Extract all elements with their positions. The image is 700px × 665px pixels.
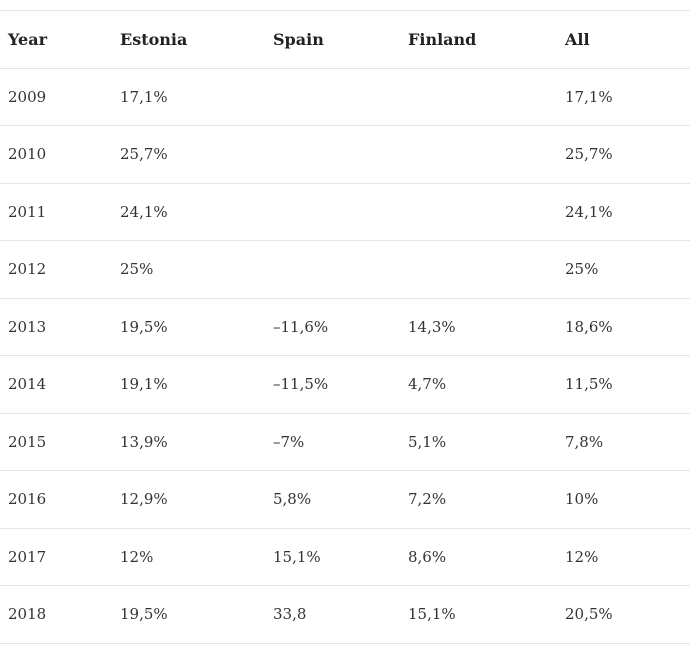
cell-estonia: 17,1%: [120, 87, 168, 106]
cell-all: 25,7%: [565, 145, 613, 164]
table-row: 2014 19,1% –11,5% 4,7% 11,5%: [0, 356, 690, 414]
cell-estonia: 25%: [120, 260, 154, 279]
cell-spain: 5,8%: [273, 490, 312, 509]
cell-spain: –11,6%: [273, 317, 329, 336]
cell-all: 10%: [565, 490, 599, 509]
cell-finland: 5,1%: [408, 432, 447, 451]
header-year: Year: [8, 29, 48, 49]
cell-year: 2018: [8, 605, 47, 624]
table-row: 2009 17,1% 17,1%: [0, 69, 690, 126]
table-header-row: Year Estonia Spain Finland All: [0, 11, 690, 69]
cell-all: 24,1%: [565, 202, 613, 221]
cell-all: 7,8%: [565, 432, 604, 451]
cell-all: 18,6%: [565, 317, 613, 336]
table-row: 2013 19,5% –11,6% 14,3% 18,6%: [0, 299, 690, 356]
cell-year: 2014: [8, 375, 47, 394]
cell-spain: 33,8: [273, 605, 307, 624]
cell-spain: 15,1%: [273, 547, 321, 566]
cell-finland: 14,3%: [408, 317, 456, 336]
cell-year: 2017: [8, 547, 47, 566]
header-all: All: [565, 29, 590, 49]
cell-all: 20,5%: [565, 605, 613, 624]
cell-estonia: 24,1%: [120, 202, 168, 221]
cell-all: 17,1%: [565, 87, 613, 106]
cell-year: 2010: [8, 145, 47, 164]
cell-estonia: 19,5%: [120, 317, 168, 336]
cell-estonia: 12,9%: [120, 490, 168, 509]
header-estonia: Estonia: [120, 29, 188, 49]
cell-year: 2012: [8, 260, 47, 279]
cell-estonia: 12%: [120, 547, 154, 566]
cell-all: 11,5%: [565, 375, 613, 394]
cell-finland: 7,2%: [408, 490, 447, 509]
table-row: 2012 25% 25%: [0, 241, 690, 299]
table-row: 2011 24,1% 24,1%: [0, 184, 690, 241]
cell-year: 2013: [8, 317, 47, 336]
cell-spain: –7%: [273, 432, 305, 451]
cell-estonia: 25,7%: [120, 145, 168, 164]
data-table: Year Estonia Spain Finland All 2009 17,1…: [0, 10, 690, 644]
cell-estonia: 19,1%: [120, 375, 168, 394]
cell-all: 25%: [565, 260, 599, 279]
cell-finland: 8,6%: [408, 547, 447, 566]
cell-finland: 15,1%: [408, 605, 456, 624]
cell-all: 12%: [565, 547, 599, 566]
table-row: 2018 19,5% 33,8 15,1% 20,5%: [0, 586, 690, 644]
cell-finland: 4,7%: [408, 375, 447, 394]
cell-estonia: 19,5%: [120, 605, 168, 624]
table-row: 2010 25,7% 25,7%: [0, 126, 690, 184]
cell-estonia: 13,9%: [120, 432, 168, 451]
header-spain: Spain: [273, 29, 324, 49]
cell-spain: –11,5%: [273, 375, 329, 394]
cell-year: 2016: [8, 490, 47, 509]
cell-year: 2011: [8, 202, 47, 221]
table-row: 2015 13,9% –7% 5,1% 7,8%: [0, 414, 690, 471]
cell-year: 2015: [8, 432, 47, 451]
table-row: 2017 12% 15,1% 8,6% 12%: [0, 529, 690, 586]
header-finland: Finland: [408, 29, 477, 49]
cell-year: 2009: [8, 87, 47, 106]
table-row: 2016 12,9% 5,8% 7,2% 10%: [0, 471, 690, 529]
